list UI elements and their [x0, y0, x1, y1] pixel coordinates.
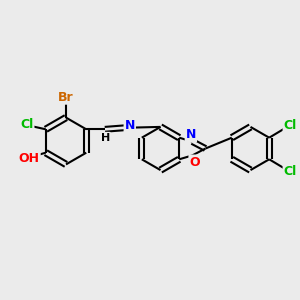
- Text: OH: OH: [19, 152, 40, 165]
- Text: N: N: [186, 128, 196, 142]
- Text: N: N: [124, 119, 135, 132]
- Text: Br: Br: [58, 91, 74, 104]
- Text: O: O: [189, 155, 200, 169]
- Text: H: H: [100, 133, 110, 143]
- Text: Cl: Cl: [284, 165, 297, 178]
- Text: Cl: Cl: [284, 118, 297, 132]
- Text: Cl: Cl: [20, 118, 34, 131]
